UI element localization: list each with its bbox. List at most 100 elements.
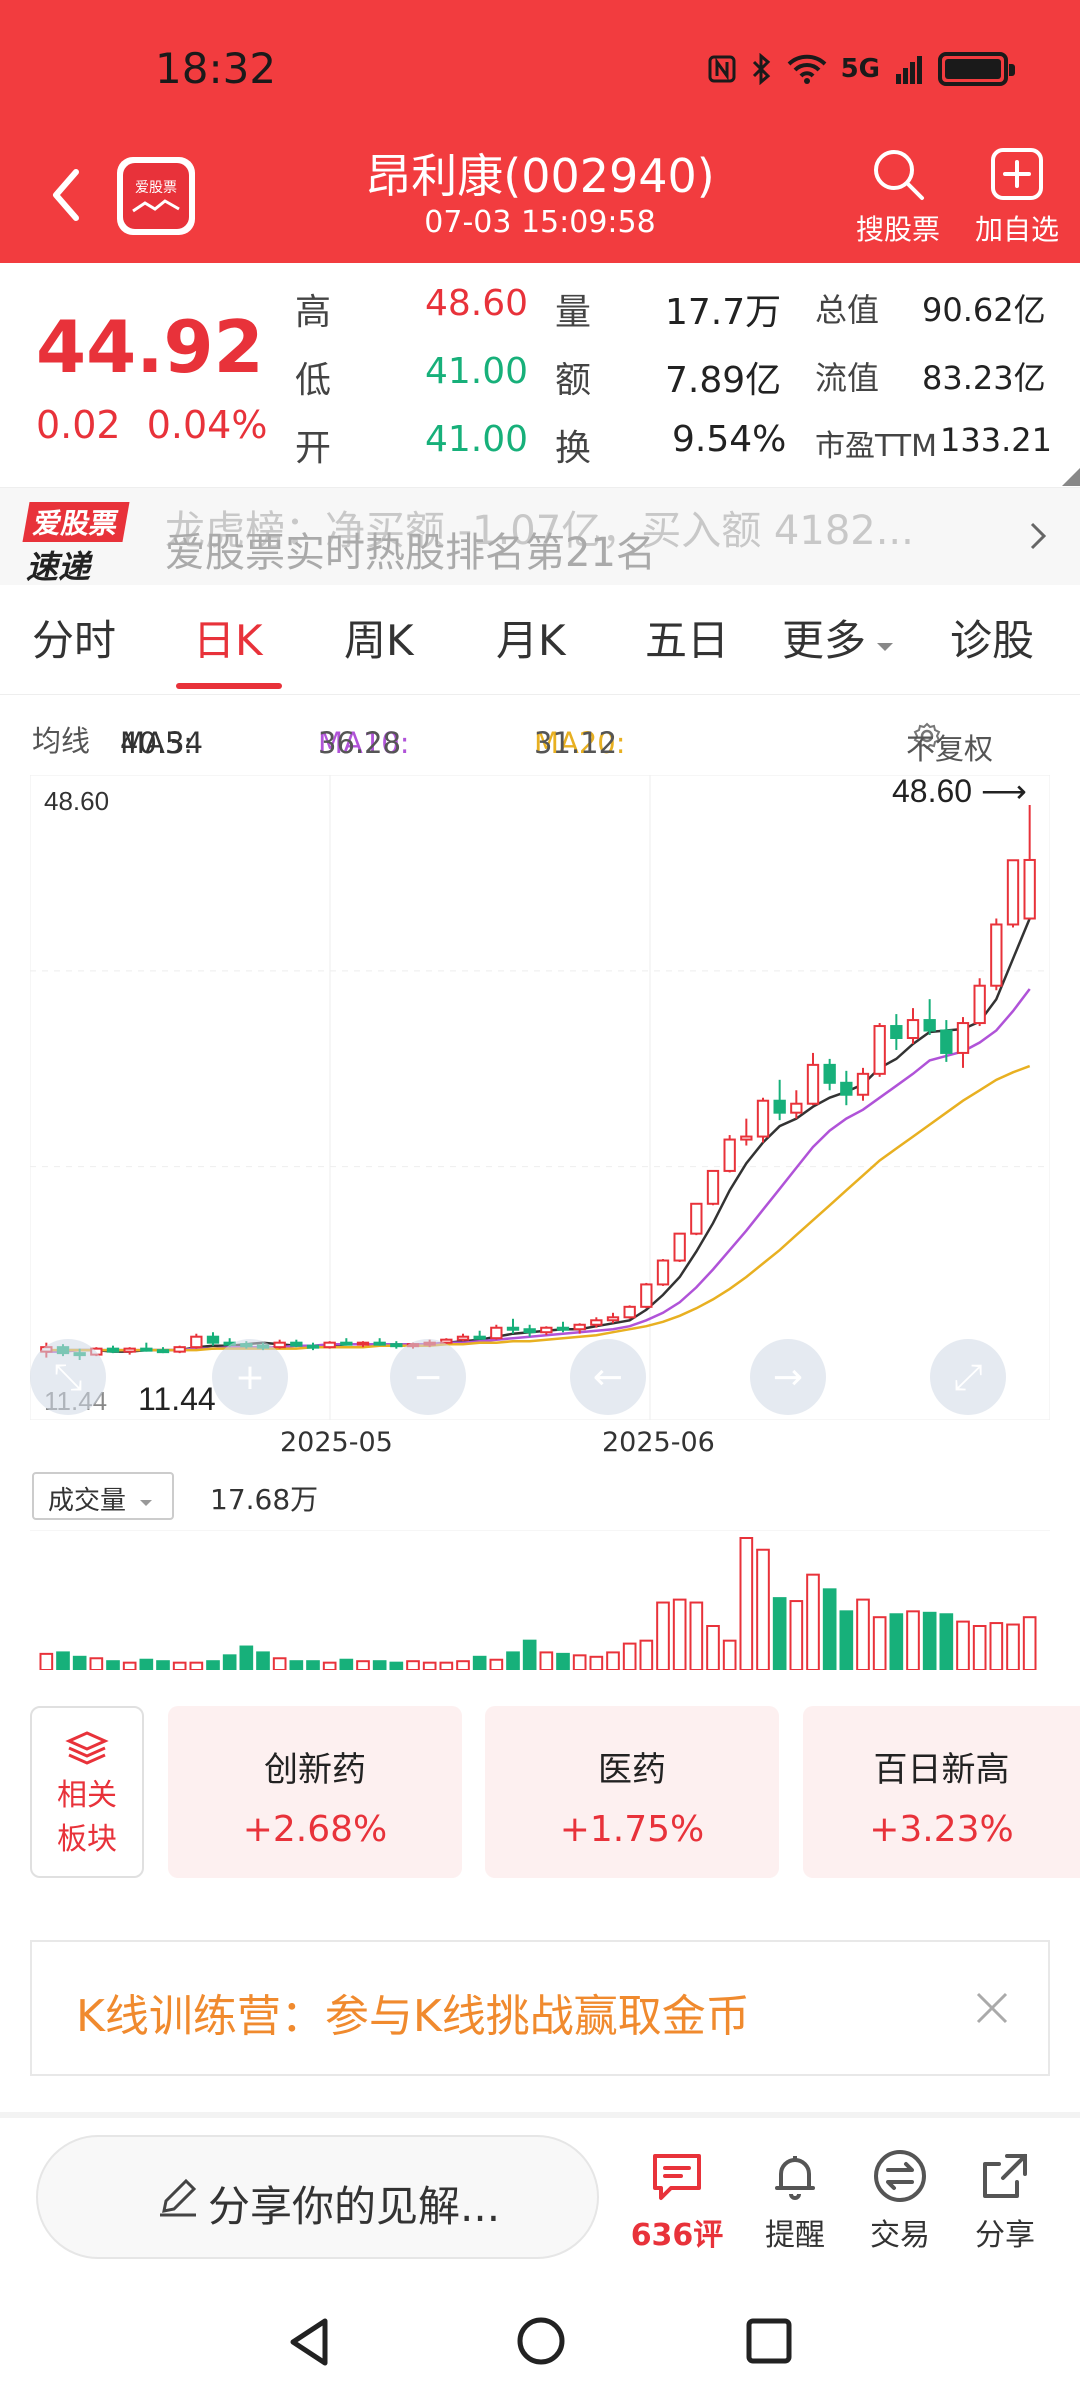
related-label-1: 相关 <box>57 1778 117 1813</box>
candle-body <box>540 1326 553 1334</box>
candle-body <box>723 1138 736 1172</box>
trade-button[interactable]: 交易 <box>850 2148 950 2254</box>
float-cap-label: 流值 <box>815 359 880 397</box>
candle <box>123 1347 136 1355</box>
system-nav-bar <box>0 2285 1080 2400</box>
nav-recents-icon[interactable] <box>745 2317 793 2365</box>
candle <box>1023 805 1036 920</box>
market-cap-value: 90.62亿 <box>922 291 1046 329</box>
candle-body <box>1023 858 1036 920</box>
share-placeholder: 分享你的见解... <box>208 2182 501 2231</box>
status-time: 18:32 <box>155 44 277 93</box>
candle <box>940 1020 953 1062</box>
candle-body <box>840 1081 853 1096</box>
tab-monthly-k[interactable]: 月K <box>496 616 566 665</box>
related-sectors-button[interactable]: 相关 板块 <box>30 1706 144 1878</box>
candle <box>490 1324 503 1340</box>
volume-bar <box>939 1613 954 1670</box>
tab-daily-k[interactable]: 日K <box>193 616 263 665</box>
volume-bar <box>422 1661 437 1670</box>
banner-text: K线训练营：参与K线挑战赢取金币 <box>76 1991 750 2042</box>
candle <box>323 1341 336 1349</box>
volume-bar <box>639 1639 654 1670</box>
alert-button[interactable]: 提醒 <box>745 2148 845 2254</box>
control-circle <box>30 1339 106 1415</box>
candle-body <box>973 984 986 1025</box>
ma10-value: 36.28 <box>318 726 402 760</box>
candle <box>606 1312 620 1324</box>
tab-intraday[interactable]: 分时 <box>32 616 117 665</box>
sector-card-pharma[interactable]: 医药 +1.75% <box>485 1706 779 1878</box>
adjust-selector[interactable]: 不复权 <box>906 718 993 766</box>
high-value: 48.60 <box>425 283 529 324</box>
candle <box>673 1232 686 1263</box>
nav-home-icon[interactable] <box>515 2315 567 2367</box>
candle-body <box>940 1029 953 1054</box>
candle <box>623 1305 636 1319</box>
share-opinion-input[interactable]: 分享你的见解... <box>36 2135 599 2259</box>
control-circle <box>390 1339 466 1415</box>
search-stock-button[interactable]: 搜股票 <box>848 146 948 248</box>
pencil-icon <box>160 2178 197 2217</box>
tab-more-label: 更多 <box>782 616 867 665</box>
volume-bar <box>889 1613 904 1670</box>
candle-body <box>1006 859 1020 926</box>
low-annotation: 11.44 <box>138 1381 216 1417</box>
control-glyph: + <box>235 1357 265 1398</box>
volume-bar <box>856 1598 870 1670</box>
tab-diagnose[interactable]: 诊股 <box>950 616 1035 665</box>
tab-weekly-k[interactable]: 周K <box>344 616 414 665</box>
candle <box>156 1347 170 1354</box>
sector-card-innovative-drug[interactable]: 创新药 +2.68% <box>168 1706 462 1878</box>
control-glyph: → <box>773 1357 803 1398</box>
add-watchlist-button[interactable]: 加自选 <box>967 146 1067 248</box>
indicator-selector[interactable]: 成交量 <box>32 1472 174 1520</box>
volume-bar <box>822 1588 837 1670</box>
settings-gear-icon[interactable] <box>912 721 942 751</box>
volume-bar <box>172 1661 187 1670</box>
close-icon[interactable] <box>972 1988 1012 2028</box>
candle-body <box>373 1341 386 1346</box>
ma20-value: 31.12 <box>534 726 618 760</box>
back-button[interactable] <box>42 160 92 230</box>
sector-change: +1.75% <box>559 1809 705 1850</box>
nfc-icon <box>708 55 736 83</box>
candle-body <box>740 1135 753 1141</box>
active-tab-indicator <box>176 683 282 689</box>
news-ticker[interactable]: 爱股票 速递 龙虎榜：净买额 -1.07亿，买入额 4182... 爱股票实时热… <box>0 487 1080 586</box>
nav-back-icon[interactable] <box>285 2315 335 2369</box>
current-price: 44.92 <box>36 305 264 389</box>
kline-training-banner[interactable]: K线训练营：参与K线挑战赢取金币 <box>30 1940 1050 2076</box>
volume-bar <box>622 1642 637 1670</box>
control-circle <box>930 1339 1006 1415</box>
candle <box>590 1317 603 1328</box>
volume-bar <box>689 1601 704 1670</box>
arrow-right-icon[interactable]: → <box>750 1339 826 1415</box>
volume-bar <box>789 1600 804 1670</box>
tab-five-day[interactable]: 五日 <box>645 616 730 665</box>
candle <box>440 1338 453 1345</box>
comments-button[interactable]: 636评 <box>627 2148 727 2254</box>
candle <box>273 1339 286 1349</box>
price-change: 0.02 0.04% <box>36 403 267 447</box>
zoom-out-icon[interactable]: − <box>390 1339 466 1415</box>
volume-bar <box>772 1597 787 1670</box>
arrow-left-icon[interactable]: ← <box>570 1339 646 1415</box>
y-max-label: 48.60 <box>44 786 109 816</box>
ticker-prev-text: 龙虎榜：净买额 -1.07亿，买入额 4182... <box>165 508 914 554</box>
high-label: 高 <box>295 292 332 333</box>
volume-chart[interactable] <box>30 1530 1050 1670</box>
pan-left-edge-icon[interactable]: ⤡ <box>30 1339 106 1415</box>
candle <box>140 1342 153 1352</box>
candle-body <box>440 1338 453 1344</box>
related-label-2: 板块 <box>57 1822 117 1857</box>
sector-card-100day-high[interactable]: 百日新高 +3.23% <box>803 1706 1080 1878</box>
candle-body <box>323 1341 336 1349</box>
candle-body <box>290 1341 303 1347</box>
zoom-in-icon[interactable]: + <box>212 1339 288 1415</box>
tab-more[interactable]: 更多 <box>782 607 896 668</box>
fullscreen-icon[interactable]: ⤢ <box>930 1339 1006 1415</box>
candle <box>356 1341 370 1348</box>
share-button[interactable]: 分享 <box>955 2148 1055 2254</box>
